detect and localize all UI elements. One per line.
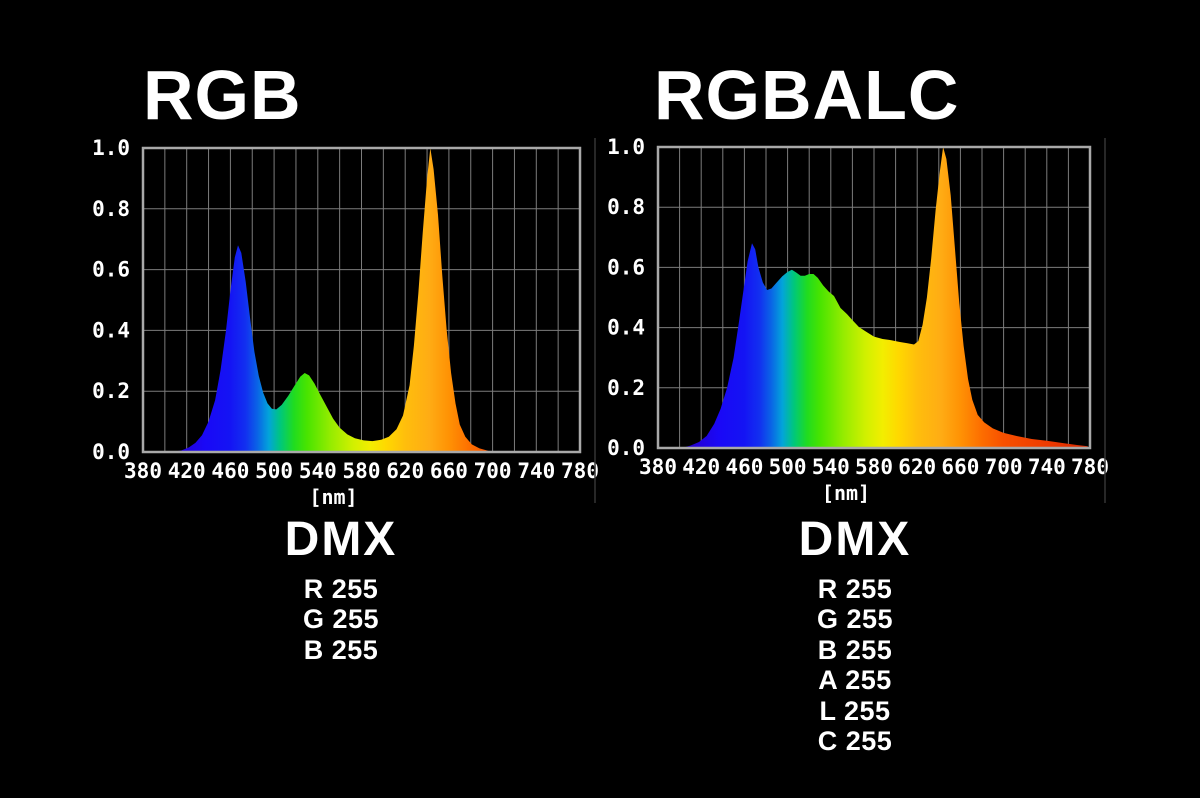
dmx-panel-rgb: DMX R 255 G 255 B 255 (141, 513, 541, 666)
dmx-channel-list: R 255 G 255 B 255 (141, 574, 541, 666)
spectral-area (170, 148, 492, 452)
plot-border (141, 146, 582, 454)
dmx-heading: DMX (798, 513, 912, 566)
dmx-line: L 255 (819, 695, 891, 726)
x-tick-label: 700 (985, 455, 1023, 479)
y-axis-tick-labels: 1.0 0.8 0.6 0.4 0.2 0.0 (92, 136, 130, 464)
y-tick-label: 0.4 (607, 316, 645, 340)
dmx-heading: DMX (284, 513, 398, 566)
x-tick-label: 740 (517, 459, 555, 483)
x-tick-label: 540 (299, 459, 337, 483)
y-tick-label: 0.4 (92, 318, 130, 342)
x-tick-label: 460 (211, 459, 249, 483)
x-tick-label: 420 (168, 459, 206, 483)
y-tick-label: 0.0 (92, 440, 130, 464)
x-axis-unit-label: [nm] (822, 481, 870, 505)
dmx-line: C 255 (817, 726, 893, 757)
y-tick-label: 1.0 (607, 135, 645, 159)
dmx-line: B 255 (303, 634, 379, 665)
y-tick-label: 0.0 (607, 436, 645, 460)
dmx-line: R 255 (303, 573, 379, 604)
y-tick-label: 0.8 (92, 197, 130, 221)
x-tick-label: 780 (1071, 455, 1109, 479)
y-tick-label: 0.6 (607, 255, 645, 279)
y-tick-label: 0.2 (92, 379, 130, 403)
dmx-line: G 255 (816, 604, 894, 635)
dmx-channel-list: R 255 G 255 B 255 A 255 L 255 C 255 (655, 574, 1055, 757)
x-tick-label: 420 (682, 455, 720, 479)
x-axis-tick-labels: 380 420 460 500 540 580 620 660 700 740 780 (639, 455, 1109, 479)
x-tick-label: 500 (769, 455, 807, 479)
y-axis-tick-labels: 1.0 0.8 0.6 0.4 0.2 0.0 (607, 135, 645, 460)
chart-title-rgb: RGB (143, 56, 302, 134)
dmx-line: R 255 (817, 573, 893, 604)
y-tick-label: 1.0 (92, 136, 130, 160)
dmx-line: A 255 (818, 665, 892, 696)
dmx-line: G 255 (302, 604, 380, 635)
x-tick-label: 580 (855, 455, 893, 479)
x-axis-unit-label: [nm] (309, 485, 357, 509)
x-tick-label: 620 (898, 455, 936, 479)
plot-border (656, 145, 1092, 450)
x-tick-label: 780 (561, 459, 599, 483)
y-tick-label: 0.8 (607, 195, 645, 219)
x-tick-label: 620 (386, 459, 424, 483)
y-tick-label: 0.6 (92, 258, 130, 282)
x-tick-label: 380 (639, 455, 677, 479)
x-axis-tick-labels: 380 420 460 500 540 580 620 660 700 740 780 (124, 459, 599, 483)
x-tick-label: 540 (812, 455, 850, 479)
chart-title-rgbalc: RGBALC (654, 56, 960, 134)
x-tick-label: 740 (1028, 455, 1066, 479)
grid-lines (143, 148, 580, 452)
x-tick-label: 660 (430, 459, 468, 483)
spectral-area (681, 147, 1088, 448)
dmx-panel-rgbalc: DMX R 255 G 255 B 255 A 255 L 255 C 255 (655, 513, 1055, 757)
x-tick-label: 500 (255, 459, 293, 483)
x-tick-label: 700 (474, 459, 512, 483)
x-tick-label: 380 (124, 459, 162, 483)
x-tick-label: 460 (725, 455, 763, 479)
y-tick-label: 0.2 (607, 376, 645, 400)
x-tick-label: 660 (941, 455, 979, 479)
x-tick-label: 580 (343, 459, 381, 483)
dmx-line: B 255 (817, 634, 893, 665)
